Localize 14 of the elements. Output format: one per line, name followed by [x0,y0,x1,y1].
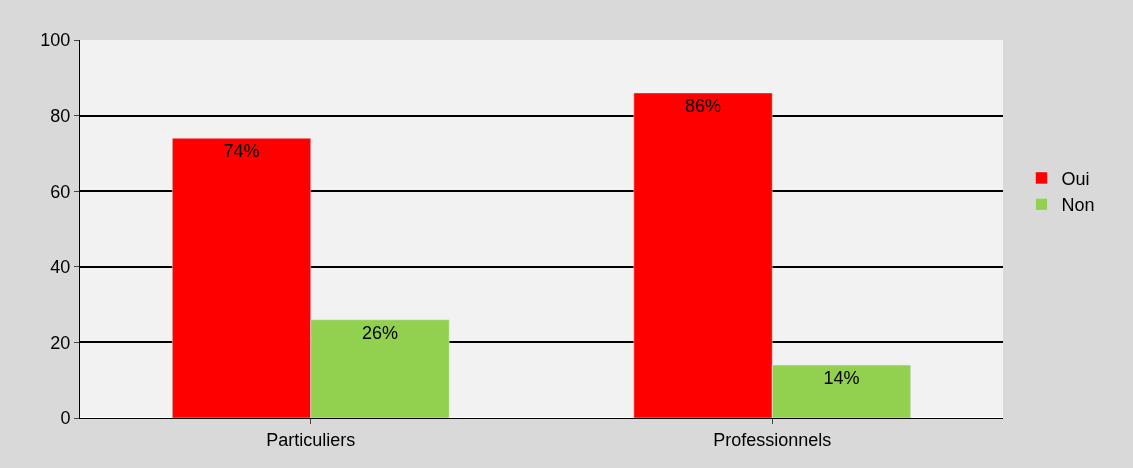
x-tick-label: Professionnels [713,429,832,450]
y-tick-label: 80 [50,105,71,126]
x-tick-label: Particuliers [266,429,356,450]
data-label: 14% [823,368,860,389]
y-tick-label: 20 [50,332,71,353]
y-tick-label: 0 [60,408,71,429]
legend-label: Oui [1061,168,1090,189]
data-label: 74% [223,141,260,162]
data-label: 86% [685,95,722,116]
y-tick-label: 40 [50,257,71,278]
data-label: 26% [361,322,398,343]
y-tick-label: 100 [40,30,71,51]
y-tick-label: 60 [50,181,71,202]
legend-label: Non [1061,195,1095,216]
